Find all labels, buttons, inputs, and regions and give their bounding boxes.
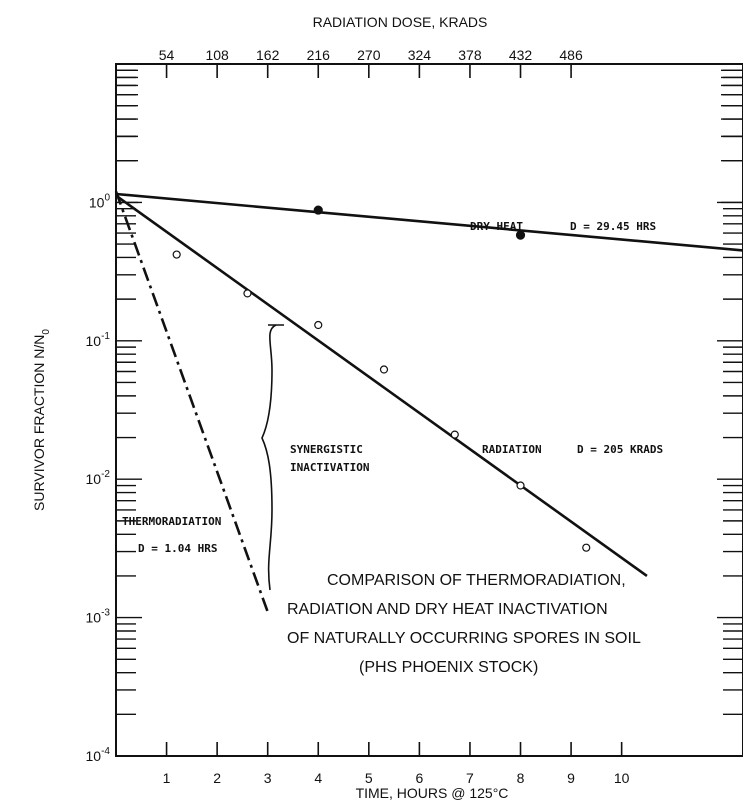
y-tick-label: 10-2 — [86, 469, 111, 487]
chart-title-line-4: (PHS PHOENIX STOCK) — [359, 659, 538, 676]
x2-tick-label: 270 — [357, 47, 381, 63]
radiation-label: RADIATION — [482, 443, 542, 456]
y-tick-label: 10-4 — [86, 746, 111, 764]
chart-title-line-3: OF NATURALLY OCCURRING SPORES IN SOIL — [287, 630, 641, 647]
x-tick-label: 8 — [517, 770, 525, 786]
data-point-radiation — [172, 250, 181, 259]
y-tick-label: 100 — [89, 192, 111, 210]
x2-tick-label: 486 — [559, 47, 583, 63]
y-tick-label: 10-1 — [86, 331, 111, 349]
y-axis-label: SURVIVOR FRACTION N/N0 — [31, 329, 52, 511]
y-tick-base: 10 — [86, 610, 102, 626]
x2-tick-label: 432 — [509, 47, 533, 63]
data-point-radiation — [450, 430, 459, 439]
y-tick-base: 10 — [86, 471, 102, 487]
top-axis-ticks: 54 108 162 216 270 324 378 432 486 — [159, 47, 583, 78]
x-tick-label: 2 — [213, 770, 221, 786]
inactivation-label: INACTIVATION — [290, 461, 369, 474]
data-point-radiation — [243, 289, 252, 298]
data-point-radiation — [582, 543, 591, 552]
x2-tick-label: 216 — [307, 47, 331, 63]
bottom-axis-label: TIME, HOURS @ 125°C — [356, 785, 509, 801]
thermoradiation-label: THERMORADIATION — [122, 515, 221, 528]
bottom-axis-ticks: 1 2 3 4 5 6 7 8 9 10 — [163, 742, 630, 786]
synergistic-brace — [261, 324, 277, 591]
x2-tick-label: 162 — [256, 47, 280, 63]
synergistic-label: SYNERGISTIC — [290, 443, 363, 456]
x-tick-label: 7 — [466, 770, 474, 786]
y-tick-base: 10 — [86, 748, 102, 764]
data-point-radiation — [314, 320, 323, 330]
y-tick-exponent: 0 — [104, 192, 110, 203]
y-tick-base: 10 — [89, 194, 105, 210]
thermoradiation-d-label: D = 1.04 HRS — [138, 542, 217, 555]
minor-ticks — [116, 69, 743, 716]
x-tick-label: 6 — [415, 770, 423, 786]
y-tick-exponent: -4 — [101, 746, 110, 757]
dry-heat-label: DRY HEAT — [470, 220, 523, 233]
data-point-dry-heat — [515, 230, 526, 240]
y-tick-exponent: -3 — [101, 608, 110, 619]
top-axis-label: RADIATION DOSE, KRADS — [313, 14, 488, 30]
radiation-d-label: D = 205 KRADS — [577, 443, 663, 456]
plot-frame — [115, 63, 743, 757]
data-point-radiation — [516, 481, 525, 490]
series-layer — [114, 191, 743, 613]
y-axis-label-subscript: 0 — [41, 329, 52, 335]
y-tick-label: 10-3 — [86, 608, 111, 626]
x2-tick-label: 378 — [458, 47, 482, 63]
y-tick-base: 10 — [86, 333, 102, 349]
y-axis-label-text: SURVIVOR FRACTION N/N — [31, 335, 47, 511]
x-tick-label: 1 — [163, 770, 171, 786]
x-tick-label: 9 — [567, 770, 575, 786]
series-line-dry-heat — [115, 192, 743, 252]
y-tick-exponent: -1 — [101, 331, 110, 342]
y-tick-exponent: -2 — [101, 469, 110, 480]
x-tick-label: 10 — [614, 770, 630, 786]
x-tick-label: 3 — [264, 770, 272, 786]
series-line-radiation — [115, 194, 648, 577]
x2-tick-label: 108 — [205, 47, 229, 63]
data-point-dry-heat — [313, 205, 323, 215]
chart-title-line-1: COMPARISON OF THERMORADIATION, — [327, 572, 626, 589]
x-tick-label: 4 — [314, 770, 322, 786]
dry-heat-d-label: D = 29.45 HRS — [570, 220, 656, 233]
x2-tick-label: 324 — [408, 47, 432, 63]
chart-title-line-2: RADIATION AND DRY HEAT INACTIVATION — [287, 601, 608, 618]
x-tick-label: 5 — [365, 770, 373, 786]
x2-tick-label: 54 — [159, 47, 175, 63]
data-point-radiation — [379, 365, 389, 374]
series-line-thermoradiation — [114, 191, 269, 613]
